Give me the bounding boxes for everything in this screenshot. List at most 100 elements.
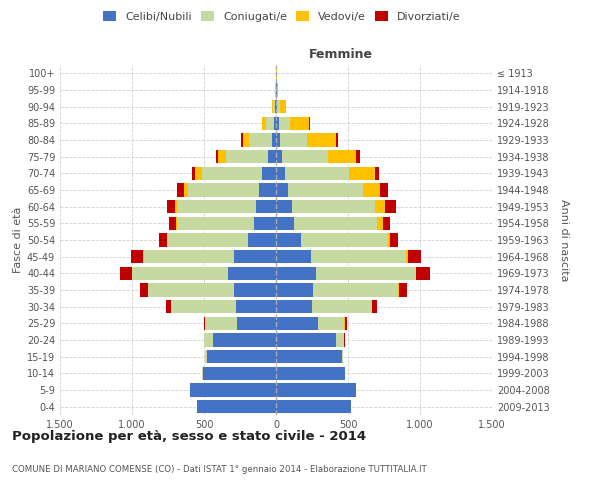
Bar: [388, 234, 391, 246]
Bar: [204, 334, 212, 346]
Bar: [290, 116, 309, 130]
Bar: [254, 216, 276, 230]
Bar: [309, 116, 310, 130]
Bar: [377, 216, 383, 230]
Bar: [406, 250, 409, 264]
Bar: [292, 200, 374, 213]
Bar: [416, 266, 430, 280]
Bar: [276, 100, 277, 114]
Text: Femmine: Femmine: [309, 48, 373, 62]
Bar: [372, 300, 373, 314]
Legend: Celibi/Nubili, Coniugati/e, Vedovi/e, Divorziati/e: Celibi/Nubili, Coniugati/e, Vedovi/e, Di…: [100, 8, 464, 25]
Bar: [241, 134, 243, 146]
Bar: [202, 166, 262, 180]
Bar: [148, 284, 234, 296]
Bar: [276, 250, 311, 264]
Bar: [286, 166, 349, 180]
Bar: [294, 216, 377, 230]
Bar: [276, 150, 282, 164]
Bar: [385, 200, 395, 213]
Bar: [276, 216, 294, 230]
Bar: [312, 300, 372, 314]
Bar: [194, 166, 202, 180]
Bar: [344, 316, 345, 330]
Bar: [262, 116, 266, 130]
Bar: [132, 266, 229, 280]
Bar: [205, 316, 237, 330]
Bar: [226, 150, 268, 164]
Bar: [178, 200, 256, 213]
Bar: [229, 266, 276, 280]
Bar: [383, 216, 391, 230]
Bar: [276, 134, 280, 146]
Bar: [282, 150, 328, 164]
Bar: [373, 300, 377, 314]
Bar: [234, 284, 276, 296]
Bar: [356, 150, 359, 164]
Bar: [276, 350, 341, 364]
Bar: [248, 234, 276, 246]
Bar: [276, 384, 356, 396]
Bar: [236, 300, 276, 314]
Bar: [218, 150, 226, 164]
Bar: [176, 216, 178, 230]
Bar: [212, 334, 276, 346]
Bar: [288, 184, 363, 196]
Bar: [192, 166, 194, 180]
Bar: [167, 200, 175, 213]
Bar: [316, 266, 416, 280]
Text: COMUNE DI MARIANO COMENSE (CO) - Dati ISTAT 1° gennaio 2014 - Elaborazione TUTTI: COMUNE DI MARIANO COMENSE (CO) - Dati IS…: [12, 465, 427, 474]
Bar: [272, 134, 276, 146]
Bar: [131, 250, 143, 264]
Bar: [276, 200, 292, 213]
Bar: [318, 316, 344, 330]
Bar: [143, 250, 234, 264]
Bar: [276, 84, 277, 96]
Bar: [277, 100, 280, 114]
Bar: [276, 166, 286, 180]
Bar: [336, 334, 344, 346]
Bar: [277, 84, 278, 96]
Bar: [280, 100, 286, 114]
Bar: [274, 116, 276, 130]
Bar: [276, 316, 318, 330]
Bar: [363, 184, 380, 196]
Bar: [276, 300, 312, 314]
Bar: [409, 250, 421, 264]
Bar: [140, 284, 148, 296]
Bar: [256, 200, 276, 213]
Bar: [276, 284, 313, 296]
Bar: [313, 284, 398, 296]
Bar: [268, 150, 276, 164]
Bar: [167, 234, 248, 246]
Bar: [380, 184, 388, 196]
Bar: [399, 284, 407, 296]
Bar: [234, 250, 276, 264]
Bar: [276, 184, 288, 196]
Bar: [178, 216, 254, 230]
Bar: [120, 266, 132, 280]
Bar: [311, 250, 406, 264]
Bar: [391, 234, 398, 246]
Bar: [237, 316, 276, 330]
Y-axis label: Fasce di età: Fasce di età: [13, 207, 23, 273]
Bar: [259, 184, 276, 196]
Bar: [205, 350, 207, 364]
Bar: [243, 134, 250, 146]
Text: Popolazione per età, sesso e stato civile - 2014: Popolazione per età, sesso e stato civil…: [12, 430, 366, 443]
Bar: [204, 316, 205, 330]
Bar: [280, 134, 307, 146]
Bar: [307, 134, 336, 146]
Bar: [207, 350, 276, 364]
Bar: [250, 134, 272, 146]
Bar: [166, 300, 171, 314]
Bar: [336, 134, 338, 146]
Bar: [190, 384, 276, 396]
Bar: [188, 184, 259, 196]
Bar: [178, 184, 184, 196]
Bar: [276, 234, 301, 246]
Bar: [266, 116, 274, 130]
Bar: [276, 266, 316, 280]
Bar: [328, 150, 356, 164]
Bar: [171, 300, 236, 314]
